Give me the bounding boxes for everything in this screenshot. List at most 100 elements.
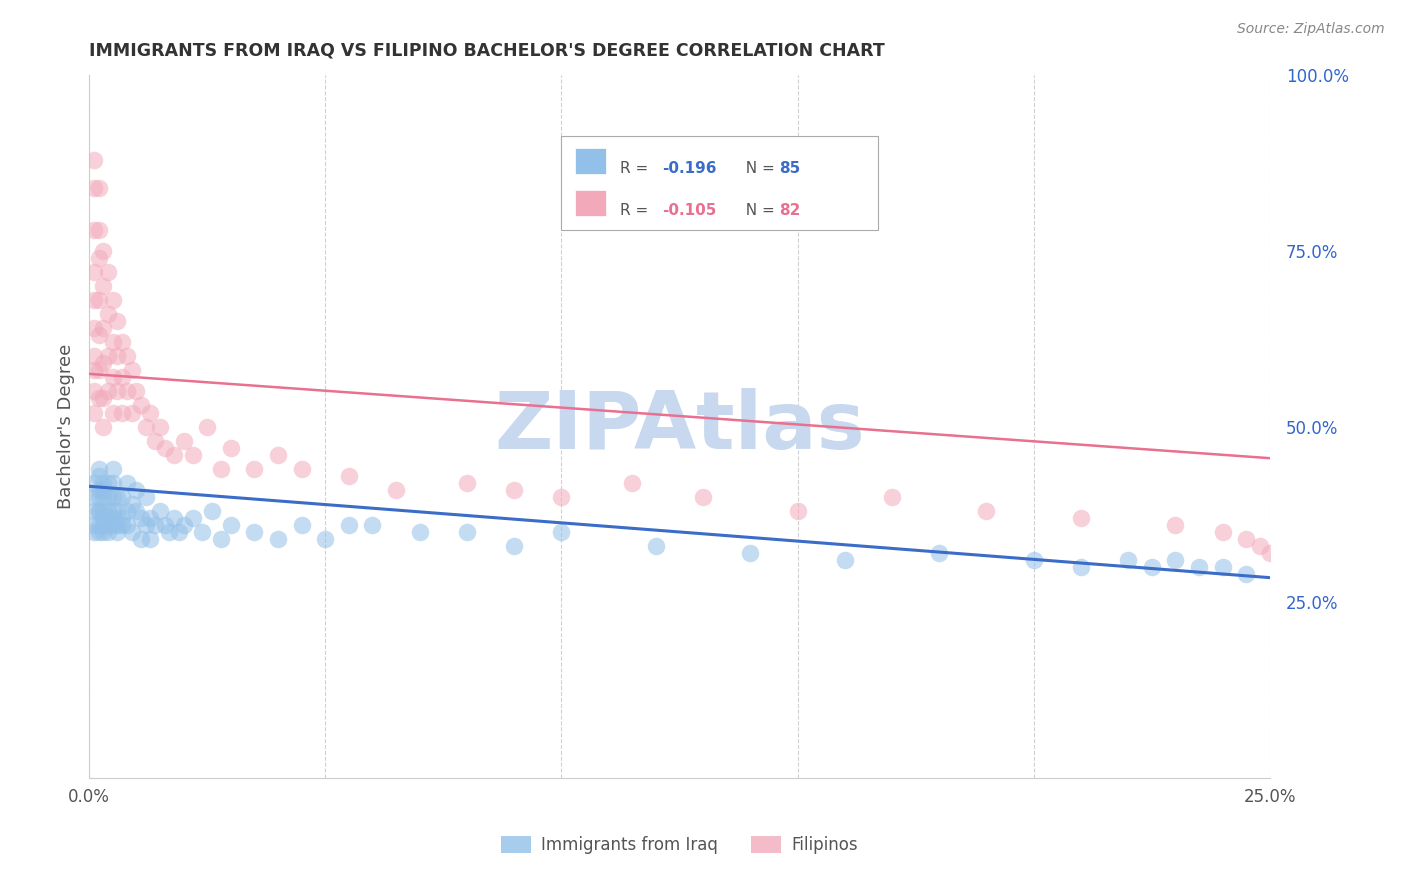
- Point: [1234, 532, 1257, 546]
- Point: [97, 524, 120, 539]
- Point: [91, 279, 114, 293]
- Point: [83, 524, 105, 539]
- Point: [111, 511, 134, 525]
- Point: [91, 244, 114, 258]
- Text: 85: 85: [779, 161, 800, 176]
- Point: [101, 517, 124, 532]
- Point: [740, 546, 762, 560]
- Point: [101, 370, 124, 384]
- Point: [243, 524, 266, 539]
- Point: [1188, 560, 1211, 574]
- Point: [149, 504, 172, 518]
- Point: [361, 517, 384, 532]
- Point: [97, 265, 120, 279]
- Point: [83, 321, 105, 335]
- Point: [111, 517, 134, 532]
- Point: [91, 517, 114, 532]
- Point: [1164, 517, 1187, 532]
- Point: [173, 434, 195, 448]
- Point: [621, 475, 644, 490]
- Point: [163, 511, 186, 525]
- Point: [181, 448, 204, 462]
- Point: [456, 475, 478, 490]
- Point: [101, 405, 124, 419]
- Text: IMMIGRANTS FROM IRAQ VS FILIPINO BACHELOR'S DEGREE CORRELATION CHART: IMMIGRANTS FROM IRAQ VS FILIPINO BACHELO…: [89, 42, 884, 60]
- Point: [503, 483, 526, 497]
- Point: [1282, 560, 1305, 574]
- Point: [157, 524, 180, 539]
- Text: R =: R =: [620, 161, 654, 176]
- Point: [111, 405, 134, 419]
- Point: [314, 532, 336, 546]
- Point: [101, 475, 124, 490]
- Point: [219, 441, 242, 455]
- Point: [115, 384, 138, 399]
- Point: [107, 384, 129, 399]
- Point: [291, 517, 314, 532]
- Point: [1330, 581, 1353, 595]
- Point: [181, 511, 204, 525]
- Point: [91, 419, 114, 434]
- Point: [87, 363, 110, 377]
- Point: [139, 511, 162, 525]
- Point: [408, 524, 430, 539]
- Point: [1268, 553, 1291, 567]
- Point: [1292, 567, 1315, 582]
- Point: [91, 483, 114, 497]
- Point: [125, 483, 148, 497]
- Point: [91, 475, 114, 490]
- Point: [107, 349, 129, 363]
- Text: N =: N =: [735, 202, 779, 218]
- Point: [1249, 539, 1271, 553]
- Point: [83, 223, 105, 237]
- Point: [129, 511, 152, 525]
- Point: [87, 483, 110, 497]
- Point: [834, 553, 856, 567]
- Point: [101, 504, 124, 518]
- Point: [97, 307, 120, 321]
- Point: [550, 524, 572, 539]
- Point: [87, 468, 110, 483]
- Point: [111, 335, 134, 350]
- Text: ZIPAtlas: ZIPAtlas: [494, 387, 865, 466]
- Point: [1258, 546, 1281, 560]
- Point: [83, 153, 105, 167]
- Point: [97, 504, 120, 518]
- Point: [456, 524, 478, 539]
- Point: [87, 524, 110, 539]
- Point: [550, 490, 572, 504]
- Point: [87, 392, 110, 406]
- Point: [503, 539, 526, 553]
- Point: [83, 180, 105, 194]
- Point: [83, 363, 105, 377]
- Point: [153, 441, 176, 455]
- Point: [129, 532, 152, 546]
- Point: [267, 532, 290, 546]
- Point: [101, 335, 124, 350]
- Point: [786, 504, 808, 518]
- Point: [87, 504, 110, 518]
- Point: [91, 321, 114, 335]
- Point: [87, 223, 110, 237]
- Text: -0.105: -0.105: [662, 202, 717, 218]
- Point: [101, 511, 124, 525]
- Point: [209, 532, 232, 546]
- Point: [191, 524, 214, 539]
- Point: [1353, 588, 1375, 602]
- Point: [125, 504, 148, 518]
- Point: [139, 405, 162, 419]
- Point: [143, 517, 166, 532]
- Point: [87, 251, 110, 265]
- Point: [1400, 602, 1406, 616]
- Point: [111, 370, 134, 384]
- Point: [107, 314, 129, 328]
- Point: [644, 539, 666, 553]
- Point: [135, 419, 157, 434]
- Text: 82: 82: [779, 202, 800, 218]
- Point: [83, 475, 105, 490]
- Point: [121, 497, 143, 511]
- Point: [87, 504, 110, 518]
- Text: -0.196: -0.196: [662, 161, 717, 176]
- Point: [135, 517, 157, 532]
- Point: [101, 293, 124, 307]
